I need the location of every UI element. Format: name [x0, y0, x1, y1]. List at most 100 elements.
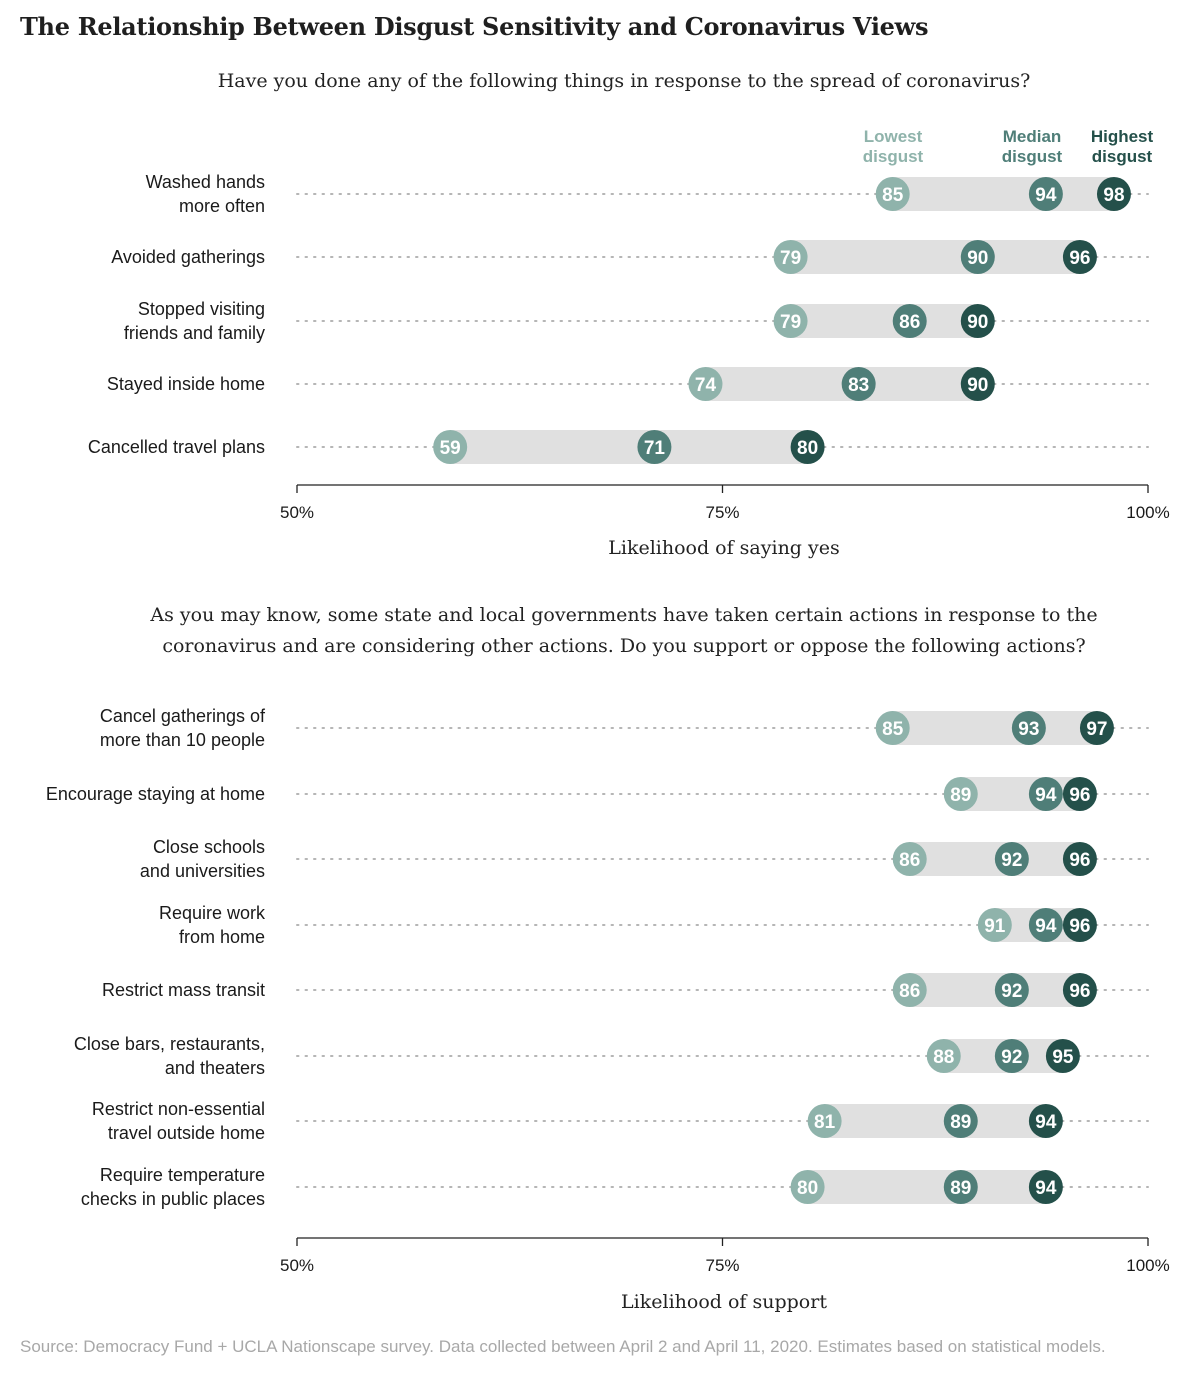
highest-dot — [1062, 973, 1097, 1007]
lowest-value-label: 74 — [695, 375, 717, 396]
lowest-dot — [433, 430, 468, 464]
highest-dot — [1079, 711, 1114, 745]
category-label: Stayed inside home — [107, 374, 265, 394]
highest-value-label: 96 — [1069, 916, 1090, 937]
highest-value-label: 98 — [1103, 185, 1124, 206]
category-label: Close bars, restaurants, — [74, 1034, 265, 1054]
highest-value-label: 90 — [967, 312, 988, 333]
question-line: coronavirus and are considering other ac… — [162, 635, 1085, 657]
median-dot — [960, 240, 995, 274]
median-value-label: 94 — [1035, 916, 1057, 937]
median-dot — [994, 1039, 1029, 1073]
category-label: more often — [179, 196, 265, 216]
lowest-dot — [773, 304, 808, 338]
category-label: Avoided gatherings — [111, 247, 265, 267]
category-label: and universities — [140, 861, 265, 881]
median-value-label: 83 — [848, 375, 869, 396]
category-label: Cancel gatherings of — [100, 706, 266, 726]
lowest-value-label: 88 — [933, 1047, 954, 1068]
lowest-value-label: 85 — [882, 719, 904, 740]
chart-panel-1: Have you done any of the following thing… — [88, 70, 1170, 559]
question-line: Have you done any of the following thing… — [218, 70, 1031, 92]
category-label: Restrict non-essential — [92, 1099, 265, 1119]
range-bar — [892, 177, 1114, 211]
highest-dot — [960, 367, 995, 401]
lowest-value-label: 79 — [780, 312, 801, 333]
lowest-dot — [926, 1039, 961, 1073]
lowest-dot — [892, 842, 927, 876]
median-dot — [841, 367, 876, 401]
highest-dot — [790, 430, 825, 464]
chart-row: Avoided gatherings 79 90 96 — [111, 240, 1149, 274]
highest-dot — [1096, 177, 1131, 211]
chart-row: Restrict mass transit 86 92 96 — [102, 973, 1149, 1007]
lowest-value-label: 79 — [780, 248, 801, 269]
highest-dot — [1062, 908, 1097, 942]
x-tick-label: 50% — [280, 1256, 314, 1275]
median-dot — [1028, 177, 1063, 211]
lowest-value-label: 85 — [882, 185, 904, 206]
median-dot — [994, 842, 1029, 876]
chart-row: Stayed inside home 74 83 90 — [107, 367, 1149, 401]
median-value-label: 89 — [950, 1178, 971, 1199]
highest-value-label: 80 — [797, 438, 818, 459]
category-label: Washed hands — [146, 172, 265, 192]
highest-value-label: 90 — [967, 375, 988, 396]
lowest-value-label: 59 — [440, 438, 461, 459]
chart-row: Restrict non-essential travel outside hom… — [92, 1099, 1149, 1143]
category-label: and theaters — [165, 1058, 265, 1078]
range-bar — [824, 1104, 1046, 1138]
highest-value-label: 97 — [1086, 719, 1107, 740]
lowest-value-label: 81 — [814, 1112, 836, 1133]
category-label: friends and family — [124, 323, 265, 343]
category-label: checks in public places — [81, 1189, 265, 1209]
highest-value-label: 94 — [1035, 1178, 1057, 1199]
median-dot — [637, 430, 672, 464]
median-value-label: 93 — [1018, 719, 1039, 740]
median-value-label: 92 — [1001, 850, 1022, 871]
lowest-value-label: 86 — [899, 850, 920, 871]
lowest-dot — [688, 367, 723, 401]
lowest-dot — [807, 1104, 842, 1138]
x-axis-label: Likelihood of saying yes — [608, 537, 840, 559]
median-dot — [1011, 711, 1046, 745]
chart-row: Stopped visiting friends and family 79 86 90 — [124, 299, 1149, 343]
median-value-label: 94 — [1035, 785, 1057, 806]
lowest-dot — [977, 908, 1012, 942]
lowest-dot — [943, 777, 978, 811]
median-value-label: 86 — [899, 312, 920, 333]
median-value-label: 92 — [1001, 981, 1022, 1002]
x-axis-label: Likelihood of support — [621, 1291, 827, 1313]
highest-dot — [1062, 240, 1097, 274]
category-label: from home — [179, 927, 265, 947]
range-bar — [790, 304, 978, 338]
category-label: Encourage staying at home — [46, 784, 265, 804]
highest-dot — [1028, 1170, 1063, 1204]
source-note: Source: Democracy Fund + UCLA Nationscap… — [20, 1337, 1106, 1356]
highest-value-label: 96 — [1069, 981, 1090, 1002]
chart-row: Close schools and universities 86 92 96 — [140, 837, 1149, 881]
category-label: travel outside home — [108, 1123, 265, 1143]
chart-row: Require work from home 91 94 96 — [159, 903, 1149, 947]
median-value-label: 90 — [967, 248, 988, 269]
category-label: more than 10 people — [100, 730, 265, 750]
category-label: Require temperature — [100, 1165, 265, 1185]
chart-row: Cancel gatherings of more than 10 people 8… — [100, 706, 1149, 750]
legend-median-label: disgust — [1002, 147, 1063, 166]
chart-row: Encourage staying at home 89 94 96 — [46, 777, 1149, 811]
legend-median-label: Median — [1003, 127, 1062, 146]
x-tick-label: 100% — [1126, 1256, 1169, 1275]
lowest-value-label: 89 — [950, 785, 971, 806]
highest-dot — [1062, 842, 1097, 876]
category-label: Close schools — [153, 837, 265, 857]
median-dot — [892, 304, 927, 338]
highest-dot — [960, 304, 995, 338]
highest-dot — [1062, 777, 1097, 811]
median-value-label: 94 — [1035, 185, 1057, 206]
chart-panel-2: As you may know, some state and local go… — [46, 604, 1170, 1313]
x-tick-label: 75% — [705, 1256, 739, 1275]
range-bar — [909, 973, 1080, 1007]
range-bar — [807, 1170, 1046, 1204]
chart-row: Require temperature checks in public plac… — [81, 1165, 1149, 1209]
median-dot — [1028, 777, 1063, 811]
